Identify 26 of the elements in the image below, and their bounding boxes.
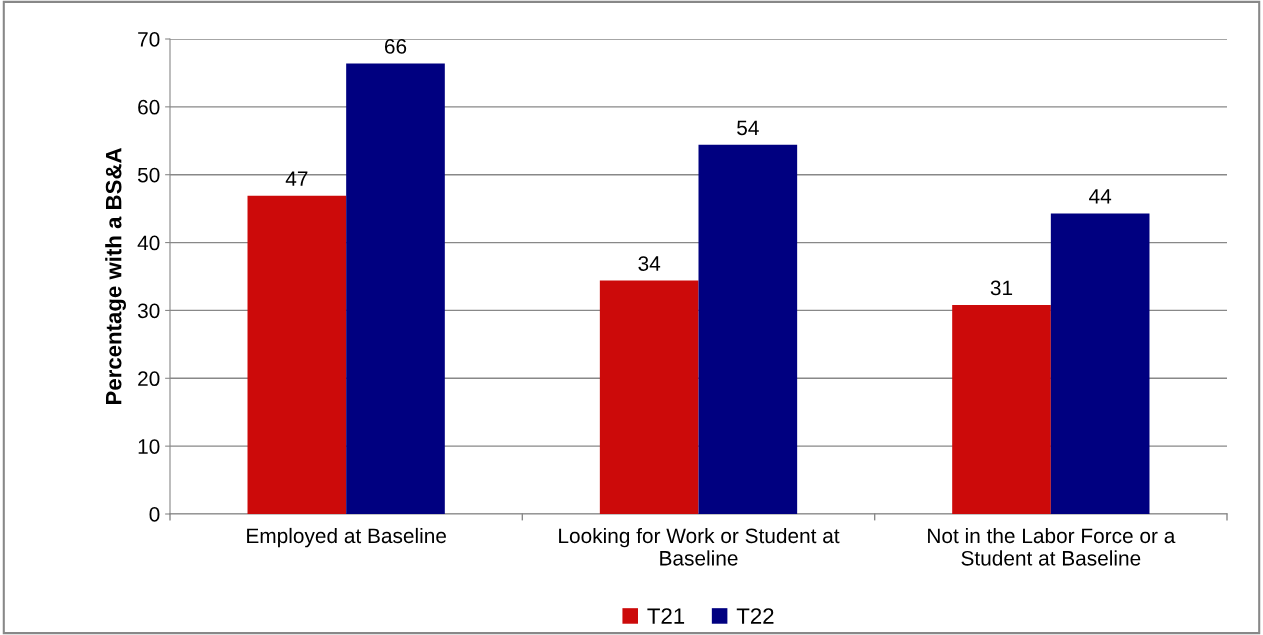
y-tick-label: 0: [149, 507, 160, 522]
data-label: 31: [990, 280, 1013, 296]
legend-label: T22: [736, 608, 774, 624]
data-label: 54: [737, 120, 759, 136]
data-label: 66: [384, 39, 407, 54]
y-tick-label: 50: [137, 167, 160, 183]
bar: [599, 280, 699, 514]
x-tick-label: Employed at Baseline: [247, 527, 446, 548]
y-axis-title: Percentage with a BS&A: [105, 148, 126, 405]
bar: [346, 63, 445, 514]
x-tick-label: Looking for Work or Student at Baseline: [559, 527, 840, 566]
bar: [698, 144, 798, 514]
y-tick-label: 30: [137, 303, 160, 319]
y-tick-label: 40: [137, 235, 160, 251]
legend-label: T21: [647, 608, 685, 624]
data-label: 47: [285, 171, 308, 186]
y-tick-label: 70: [138, 32, 160, 47]
bar: [1050, 213, 1150, 514]
bar: [952, 305, 1051, 514]
data-label: 34: [638, 256, 661, 271]
x-tick-label: Not in the Labor Force or a Student at Baseline: [928, 527, 1176, 566]
bar: [247, 195, 347, 514]
y-tick-label: 20: [138, 371, 160, 387]
y-tick-label: 10: [138, 439, 160, 454]
y-tick-label: 60: [138, 99, 160, 115]
data-label: 44: [1089, 189, 1112, 204]
